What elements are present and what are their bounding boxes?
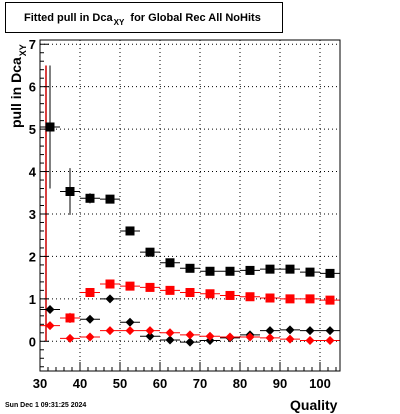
data-point-square [225,266,235,276]
y-tick-label: 5 [29,122,36,137]
plot-frame [39,39,341,372]
data-point-diamond [85,314,95,324]
y-tick-label: 0 [29,334,36,349]
x-tick-label: 50 [113,376,127,391]
y-label-main: pull in Dca [8,57,24,128]
data-point-square [45,122,55,132]
data-point-diamond [265,333,275,343]
y-tick-label: 2 [29,249,36,264]
x-tick-label: 40 [73,376,87,391]
y-tick-label: 1 [29,292,36,307]
data-point-square [65,313,75,323]
y-label-subscript: XY [18,44,28,57]
data-point-square [85,193,95,203]
data-point-diamond [205,331,215,341]
y-axis-label: pull in DcaXY [8,44,28,128]
grid-lines [39,40,340,371]
data-point-square [265,264,275,274]
data-point-square [105,279,115,289]
y-tick-label: 4 [29,165,37,180]
x-tick-label: 60 [153,376,167,391]
x-tick-label: 100 [309,376,331,391]
data-point-square [245,265,255,275]
data-point-diamond [305,335,315,345]
data-point-diamond [145,331,155,341]
data-point-square [165,258,175,268]
data-point-diamond [285,334,295,344]
data-point-square [125,226,135,236]
data-point-diamond [225,332,235,342]
data-point-square [325,295,335,305]
axis-ticks [39,43,337,371]
data-point-diamond [325,335,335,345]
data-point-square [105,194,115,204]
tick-labels: 30 40 50 60 70 80 90 100 0 1 2 3 4 5 6 7 [29,37,331,391]
x-tick-label: 90 [273,376,287,391]
data-point-square [225,290,235,300]
data-point-diamond [45,304,55,314]
data-point-diamond [325,326,335,336]
data-point-diamond [45,321,55,331]
data-point-square [285,264,295,274]
x-tick-label: 30 [33,376,47,391]
data-point-square [305,294,315,304]
data-point-diamond [305,326,315,336]
series-0 [40,65,340,278]
data-point-diamond [245,332,255,342]
data-point-diamond [105,294,115,304]
data-point-square [165,285,175,295]
data-point-square [185,263,195,273]
data-point-square [145,247,155,257]
data-point-diamond [165,328,175,338]
data-point-diamond [105,326,115,336]
data-point-diamond [85,332,95,342]
data-point-diamond [165,335,175,345]
data-point-diamond [285,325,295,335]
data-point-diamond [185,330,195,340]
data-point-square [145,282,155,292]
data-point-diamond [125,326,135,336]
data-point-square [325,268,335,278]
data-point-square [85,287,95,297]
data-point-diamond [65,333,75,343]
title-subscript: XY [113,18,125,27]
data-point-square [205,266,215,276]
data-series [40,65,340,347]
data-point-square [245,292,255,302]
series-3 [40,321,340,345]
data-point-square [285,294,295,304]
x-axis-label: Quality [290,397,338,413]
data-point-diamond [125,317,135,327]
data-point-diamond [265,326,275,336]
data-point-square [305,267,315,277]
x-tick-label: 70 [193,376,207,391]
series-1 [60,279,340,324]
title-main: Fitted pull in Dca [24,12,113,24]
chart-title: Fitted pull in DcaXY for Global Rec All … [24,12,261,27]
data-point-square [65,186,75,196]
data-point-square [185,287,195,297]
y-tick-label: 6 [29,80,36,95]
data-point-square [265,293,275,303]
data-point-diamond [145,326,155,336]
y-tick-label: 7 [29,37,36,52]
title-box: Fitted pull in DcaXY for Global Rec All … [5,2,283,33]
data-point-diamond [185,337,195,347]
y-tick-label: 3 [29,207,36,222]
timestamp-footer: Sun Dec 1 09:31:25 2024 [5,402,87,409]
x-tick-label: 80 [233,376,247,391]
title-suffix: for Global Rec All NoHits [130,12,261,24]
data-point-square [205,289,215,299]
data-point-square [125,281,135,291]
